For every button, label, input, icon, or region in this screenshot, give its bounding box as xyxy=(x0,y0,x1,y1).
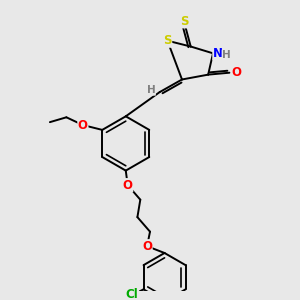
Text: S: S xyxy=(180,15,188,28)
Text: O: O xyxy=(231,66,241,79)
Text: O: O xyxy=(123,178,133,192)
Text: H: H xyxy=(222,50,231,60)
Text: S: S xyxy=(163,34,172,47)
Text: H: H xyxy=(147,85,155,95)
Text: O: O xyxy=(142,240,152,253)
Text: N: N xyxy=(213,47,223,60)
Text: Cl: Cl xyxy=(125,288,138,300)
Text: O: O xyxy=(78,118,88,131)
